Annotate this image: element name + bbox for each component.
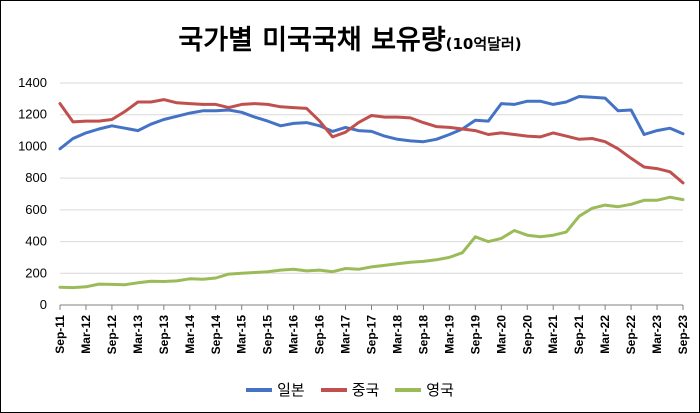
x-tick-label: Mar-20 <box>494 315 508 354</box>
series-lines <box>58 95 685 290</box>
x-tick-label: Mar-16 <box>287 315 301 354</box>
legend-item: 중국 <box>320 379 380 400</box>
y-tick-label: 800 <box>25 170 47 185</box>
x-tick-label: Sep-17 <box>365 315 379 355</box>
y-tick-label: 600 <box>25 202 47 217</box>
x-tick-label: Sep-14 <box>209 315 223 355</box>
x-tick-label: Sep-13 <box>157 315 171 355</box>
y-tick-label: 0 <box>40 297 47 312</box>
x-tick-label: Sep-12 <box>105 315 119 355</box>
x-tick-label: Sep-11 <box>53 315 67 354</box>
chart-title: 국가별 미국국채 보유량(10억달러) <box>0 18 700 57</box>
x-tick-label: Mar-23 <box>650 315 664 354</box>
x-tick-label: Sep-23 <box>676 315 690 355</box>
legend-swatch <box>320 387 347 392</box>
series-line-일본 <box>58 95 685 151</box>
title-unit: (10억달러) <box>445 35 522 53</box>
series-line-중국 <box>58 98 685 185</box>
x-tick-label: Sep-19 <box>468 315 482 355</box>
x-tick-label: Sep-18 <box>416 315 430 355</box>
x-tick-label: Sep-15 <box>261 315 275 355</box>
legend-label: 일본 <box>277 381 305 399</box>
x-tick-label: Mar-22 <box>598 315 612 354</box>
y-tick-label: 1400 <box>18 75 47 90</box>
legend-item: 영국 <box>395 379 454 400</box>
y-axis-ticks: 0 200 400 600 800 1000 1200 1400 <box>18 75 47 312</box>
legend-swatch <box>395 387 422 392</box>
x-tick-label: Mar-13 <box>131 315 145 354</box>
series-line-영국 <box>58 195 685 290</box>
x-tick-label: Mar-15 <box>235 315 249 354</box>
legend-label: 영국 <box>426 381 454 399</box>
x-tick-label: Sep-20 <box>520 315 534 355</box>
x-tick-label: Mar-19 <box>442 315 456 354</box>
x-axis-ticks: Sep-11 Mar-12 Sep-12 Mar-13 Sep-13 Mar-14 Sep-… <box>53 305 690 354</box>
y-tick-label: 200 <box>25 265 47 280</box>
x-tick-label: Mar-17 <box>339 315 353 354</box>
legend-item: 일본 <box>246 379 305 400</box>
x-tick-label: Sep-21 <box>572 315 586 355</box>
x-tick-label: Mar-14 <box>183 315 197 354</box>
y-tick-label: 1000 <box>18 138 47 153</box>
gridlines <box>60 82 683 274</box>
y-tick-label: 400 <box>25 234 47 249</box>
title-text: 국가별 미국국채 보유량 <box>178 25 446 56</box>
x-tick-label: Mar-18 <box>390 315 404 354</box>
x-tick-label: Mar-21 <box>546 315 560 354</box>
x-tick-label: Mar-12 <box>79 315 93 354</box>
x-tick-label: Sep-22 <box>624 315 638 355</box>
y-tick-label: 1200 <box>18 107 47 122</box>
x-tick-label: Sep-16 <box>313 315 327 355</box>
legend-swatch <box>246 387 273 392</box>
legend: 일본 중국 영국 <box>0 379 700 400</box>
legend-label: 중국 <box>351 381 380 399</box>
